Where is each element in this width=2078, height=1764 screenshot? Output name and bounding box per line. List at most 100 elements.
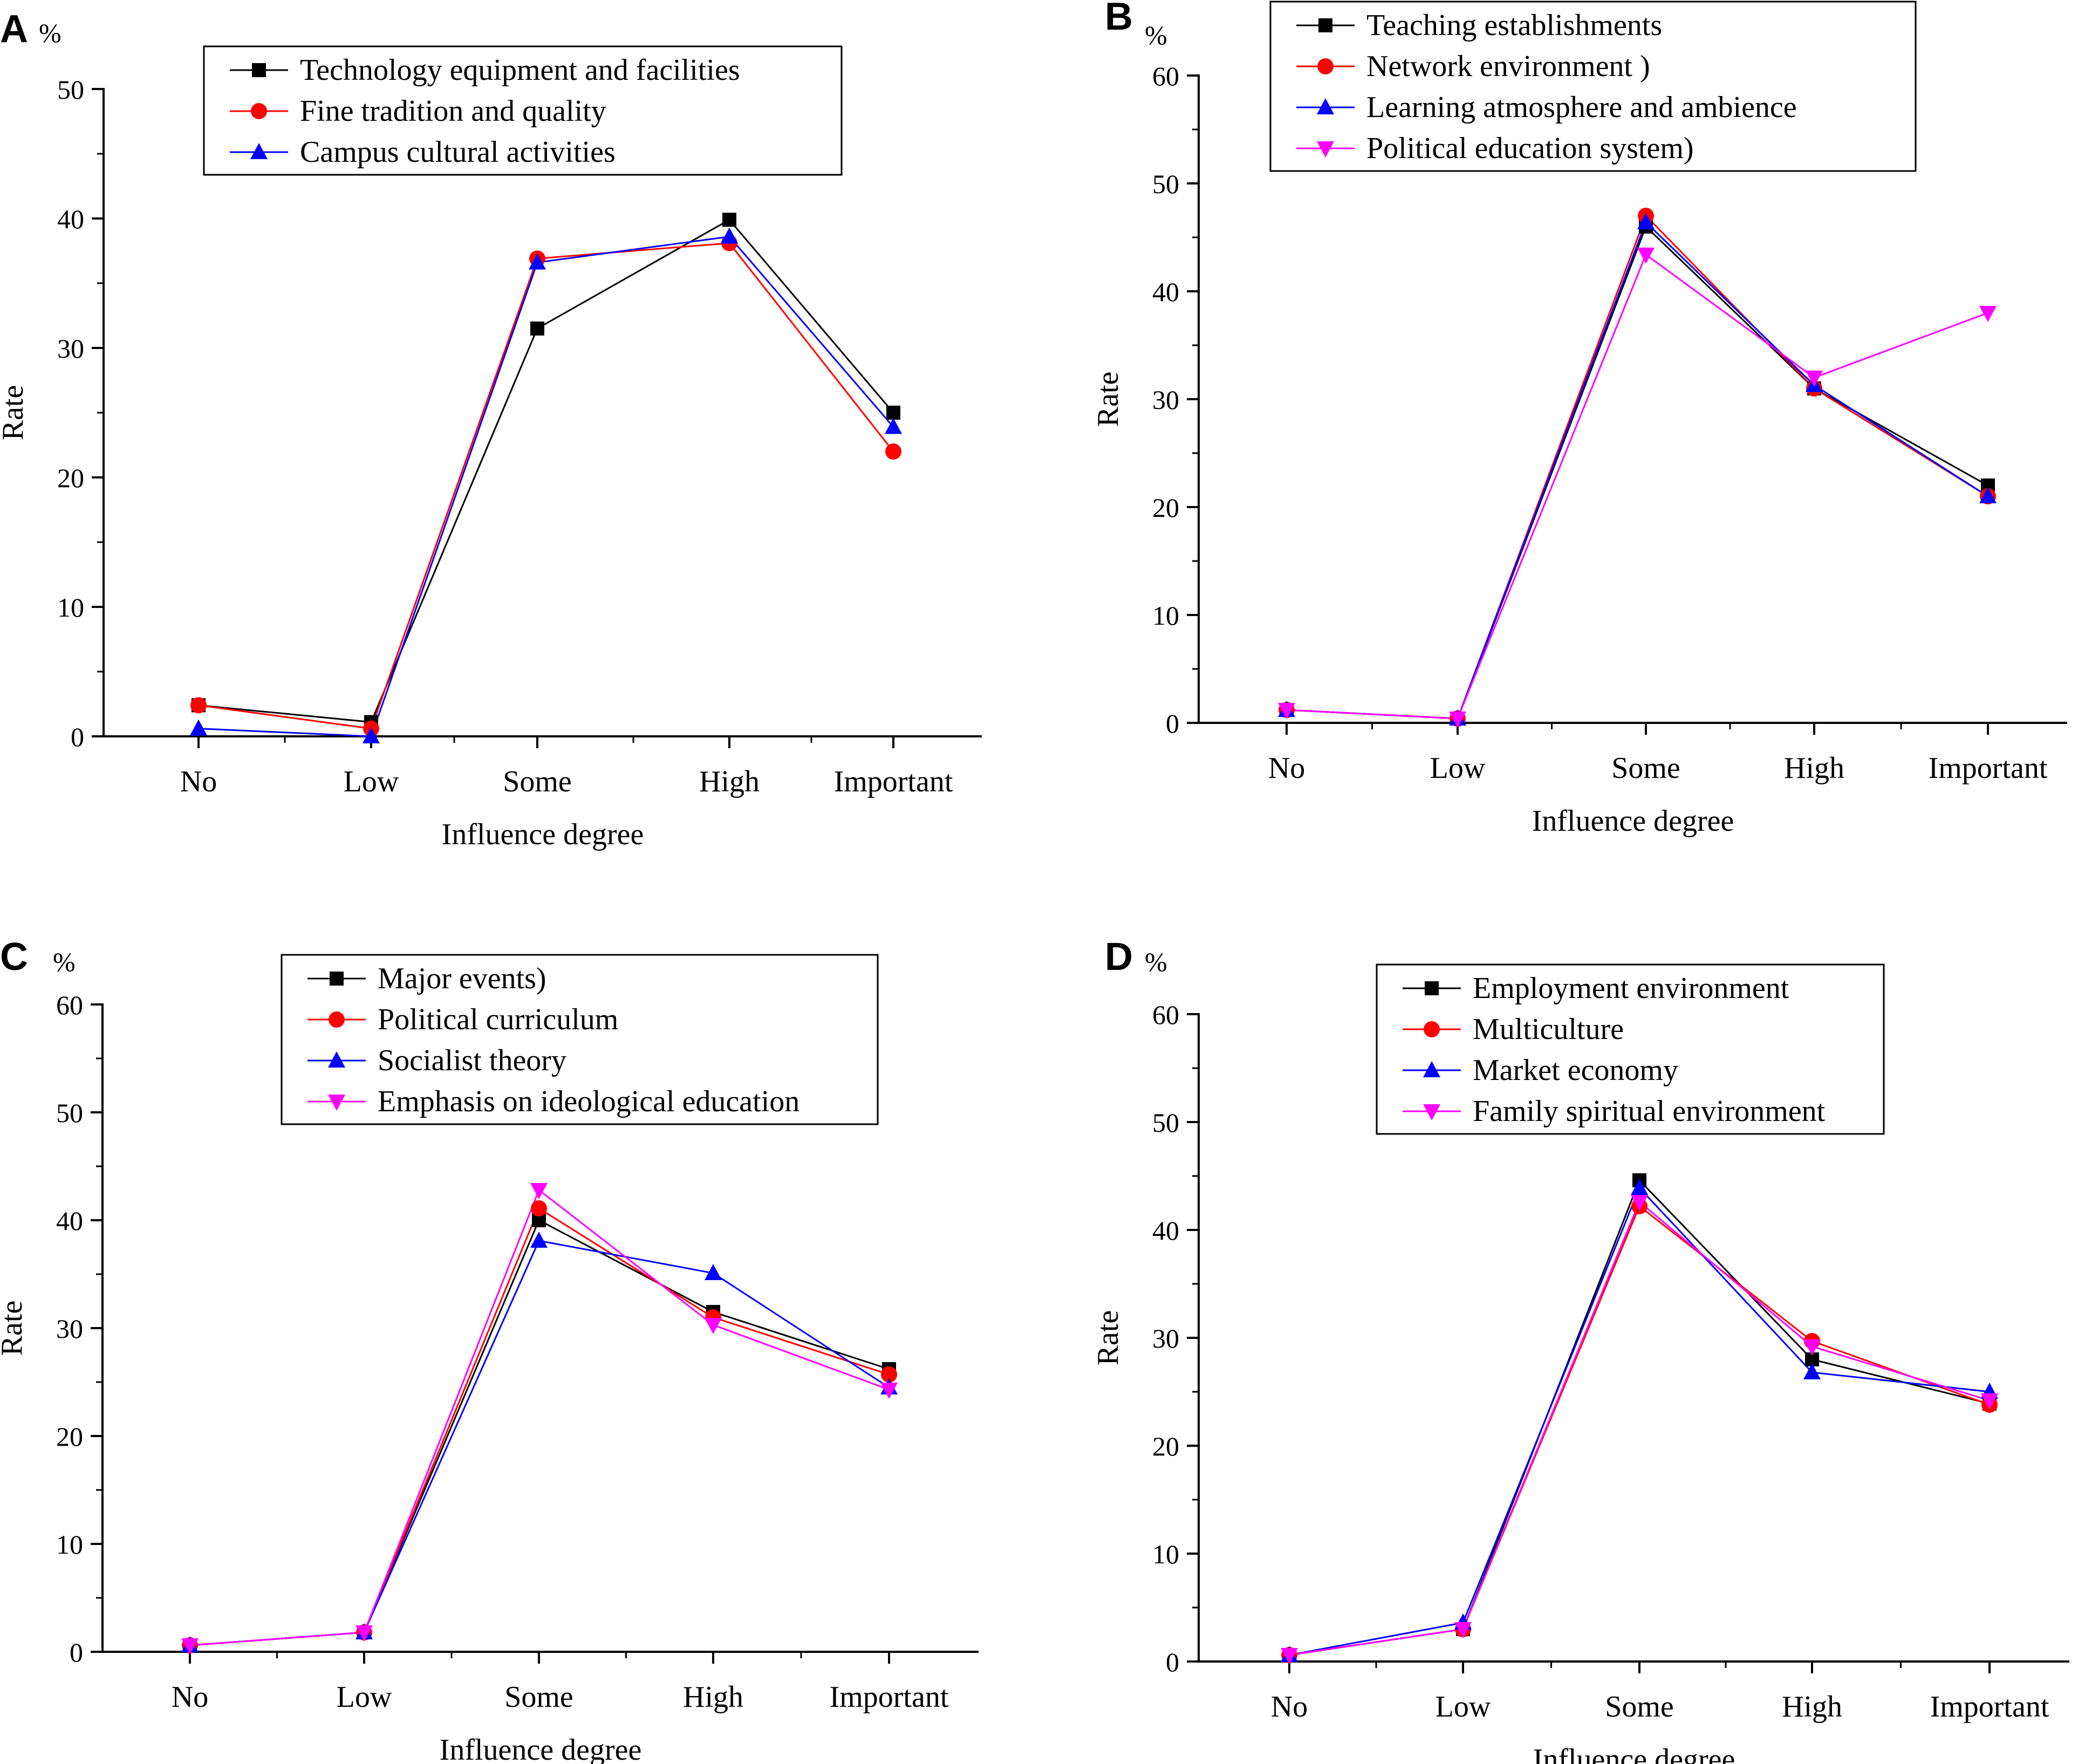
panel-b-legend-label-network-environment: Network environment ) [1366,50,1650,83]
panel-a-y-tick-label: 10 [57,592,84,623]
panel-a-legend-marker-technology-equipment-and-facilities [252,63,266,77]
panel-a-point-campus-cultural-activities-low [363,727,380,743]
panel-d-legend-marker-family-spiritual-environment [1423,1104,1440,1120]
panel-a-legend-marker-campus-cultural-activities [250,143,268,159]
panel-a-x-tick-label-no: No [180,765,217,798]
panel-c-letter: C [0,935,28,979]
panel-d-legend-marker-multiculture [1424,1021,1440,1037]
panel-a-y-tick-label: 40 [57,204,84,234]
panel-c: C % 0 10 20 30 40 50 60 No Low Some High Important Inf… [0,935,979,1764]
panel-b-unit-label: % [1145,20,1167,50]
panel-b-legend-label-learning-atmosphere-and-ambience: Learning atmosphere and ambience [1366,91,1797,124]
panel-a-x-tick-label-high: High [699,765,760,798]
panel-b-x-tick-label-some: Some [1611,751,1680,785]
panel-c-y-tick-label: 10 [56,1529,83,1560]
panel-d-y-tick-label: 30 [1152,1323,1179,1353]
panel-b-legend-label-political-education-system: Political education system) [1366,132,1694,165]
panel-b-legend-marker-network-environment [1317,58,1334,74]
panel-a-y-axis-title: Rate [0,385,30,441]
panel-a-point-technology-equipment-and-facilities-important [886,406,900,420]
panel-d-point-family-spiritual-environment-some [1631,1195,1648,1211]
panel-c-point-emphasis-on-ideological-education-important [880,1383,898,1399]
panel-c-legend-marker-political-curriculum [329,1011,345,1028]
panel-b-point-political-education-system-no [1278,703,1295,719]
panel-c-y-tick-label: 40 [56,1206,83,1236]
panel-d-x-axis-title: Influence degree [1533,1743,1735,1764]
panel-a-point-fine-tradition-and-quality-important [885,443,901,460]
panel-b-point-learning-atmosphere-and-ambience-some [1637,213,1655,229]
panel-c-point-emphasis-on-ideological-education-high [705,1318,722,1334]
panel-c-series-line-socialist-theory [189,1240,890,1646]
panel-d-series-line-market-economy [1289,1186,1990,1656]
panel-c-point-socialist-theory-some [530,1232,548,1248]
panel-c-x-tick-label-no: No [172,1680,208,1714]
panel-b-point-political-education-system-high [1806,371,1823,387]
panel-c-unit-label: % [53,947,76,977]
panel-b-legend-label-teaching-establishments: Teaching establishments [1366,9,1662,42]
panel-c-x-tick-label-some: Some [504,1680,573,1714]
panel-c-series-line-major-events [189,1219,890,1646]
panel-a-legend-box [203,45,843,176]
panel-b-y-tick-label: 20 [1152,493,1179,523]
panel-a-point-campus-cultural-activities-no [190,719,207,736]
panel-c-y-tick-label: 30 [56,1314,83,1344]
panel-a-point-technology-equipment-and-facilities-high [722,213,736,227]
panel-c-series-line-emphasis-on-ideological-education [189,1188,890,1646]
panel-a-point-campus-cultural-activities-important [885,418,902,434]
panel-d-legend-label-family-spiritual-environment: Family spiritual environment [1473,1095,1826,1128]
panel-c-legend-marker-socialist-theory [328,1051,345,1068]
panel-d-y-tick-label: 10 [1152,1539,1179,1569]
panel-c-point-emphasis-on-ideological-education-no [181,1638,199,1654]
panel-b-y-tick-label: 40 [1152,277,1179,307]
panel-c-x-axis-title: Influence degree [440,1733,642,1764]
panel-b-legend-box [1269,1,1917,172]
panel-d-x-tick-label-no: No [1271,1690,1308,1724]
panel-d-x-tick-label-important: Important [1930,1690,2049,1724]
panel-d-unit-label: % [1145,947,1167,977]
panel-c-point-emphasis-on-ideological-education-some [530,1183,548,1199]
panel-d-legend-label-employment-environment: Employment environment [1473,972,1789,1005]
panel-c-legend-marker-emphasis-on-ideological-education [328,1095,345,1111]
panel-b-x-axis-title: Influence degree [1532,804,1734,838]
panel-b-series-line-network-environment [1286,214,1988,720]
panel-a-legend-label-technology-equipment-and-facilities: Technology equipment and facilities [300,53,740,87]
panel-b-y-tick-label: 10 [1152,600,1179,631]
panel-b-series-line-learning-atmosphere-and-ambience [1286,221,1988,720]
panel-c-point-political-curriculum-some [531,1200,547,1216]
panel-d-point-market-economy-some [1631,1179,1648,1195]
panel-a-unit-label: % [39,18,61,48]
panel-d-point-family-spiritual-environment-low [1454,1622,1472,1638]
panel-d-y-tick-label: 60 [1152,1000,1179,1030]
panel-a-point-campus-cultural-activities-some [529,253,546,270]
panel-a-x-tick-label-important: Important [834,765,953,798]
panel-d-x-tick-label-some: Some [1605,1690,1674,1724]
panel-b-y-axis-title: Rate [1091,372,1125,427]
panel-d-y-tick-label: 0 [1166,1647,1179,1677]
panel-d-point-family-spiritual-environment-high [1803,1339,1821,1356]
panel-b-point-political-education-system-some [1637,248,1655,264]
panel-a-x-axis-title: Influence degree [442,818,644,851]
panel-d-series-line-family-spiritual-environment [1289,1200,1990,1656]
panel-d-series-line-employment-environment [1289,1179,1990,1656]
panel-d-series-line-multiculture [1289,1205,1990,1656]
panel-d-x-tick-label-low: Low [1436,1690,1491,1724]
panel-d-x-tick-label-high: High [1782,1690,1842,1724]
panel-b-legend-marker-political-education-system [1317,141,1334,158]
panel-a-x-tick-label-some: Some [503,765,572,798]
panel-b-letter: B [1105,0,1133,38]
panel-b-x-tick-label-low: Low [1430,751,1486,785]
panel-b-x-tick-label-high: High [1784,751,1844,785]
panel-c-x-tick-label-high: High [683,1680,743,1714]
panel-b-y-tick-label: 60 [1152,61,1179,91]
panel-a-y-tick-label: 50 [57,74,84,105]
panel-c-legend-label-emphasis-on-ideological-education: Emphasis on ideological education [378,1085,799,1118]
panel-a: A % 0 10 20 30 40 50 No Low Some High Important Influ… [0,8,982,851]
panel-a-point-technology-equipment-and-facilities-some [530,322,544,336]
panel-b: B % 0 10 20 30 40 50 60 No Low Some High Important Inf… [1091,0,2067,838]
panel-a-series-line-campus-cultural-activities [198,236,894,737]
panel-a-series-line-fine-tradition-and-quality [198,242,894,730]
panel-b-y-tick-label: 30 [1152,385,1179,415]
panel-d-y-tick-label: 50 [1152,1107,1179,1138]
panel-c-y-tick-label: 60 [56,990,83,1020]
panel-d: D % 0 10 20 30 40 50 60 No Low Some High Important Inf… [1091,935,2069,1764]
